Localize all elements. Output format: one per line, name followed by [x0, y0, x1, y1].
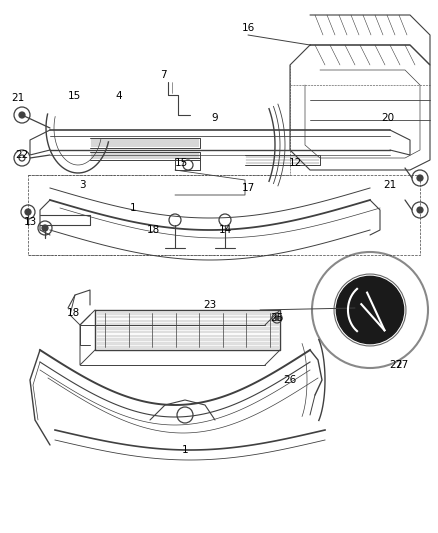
Circle shape: [275, 316, 279, 320]
Text: 1: 1: [130, 203, 136, 213]
Text: 16: 16: [241, 23, 254, 33]
Text: 27: 27: [395, 360, 409, 370]
Text: 13: 13: [23, 217, 37, 227]
Text: 20: 20: [381, 113, 395, 123]
Text: 9: 9: [212, 113, 218, 123]
Circle shape: [19, 155, 25, 161]
Text: 3: 3: [79, 180, 85, 190]
Circle shape: [336, 276, 404, 344]
Text: 21: 21: [383, 180, 397, 190]
Text: 15: 15: [174, 158, 187, 168]
Text: 18: 18: [67, 308, 80, 318]
Text: 15: 15: [67, 91, 81, 101]
Circle shape: [25, 209, 31, 215]
Circle shape: [19, 112, 25, 118]
Text: 14: 14: [219, 225, 232, 235]
Text: 27: 27: [389, 360, 403, 370]
Text: 12: 12: [288, 158, 302, 168]
Text: 7: 7: [160, 70, 166, 80]
Text: 25: 25: [270, 313, 284, 323]
Text: 18: 18: [146, 225, 159, 235]
Text: 23: 23: [203, 300, 217, 310]
Circle shape: [312, 252, 428, 368]
Text: 4: 4: [116, 91, 122, 101]
Text: 1: 1: [182, 445, 188, 455]
Circle shape: [417, 207, 423, 213]
Text: 17: 17: [241, 183, 254, 193]
Text: 21: 21: [11, 93, 25, 103]
Circle shape: [417, 175, 423, 181]
Text: 26: 26: [283, 375, 297, 385]
Text: 22: 22: [15, 150, 28, 160]
Circle shape: [42, 225, 48, 231]
